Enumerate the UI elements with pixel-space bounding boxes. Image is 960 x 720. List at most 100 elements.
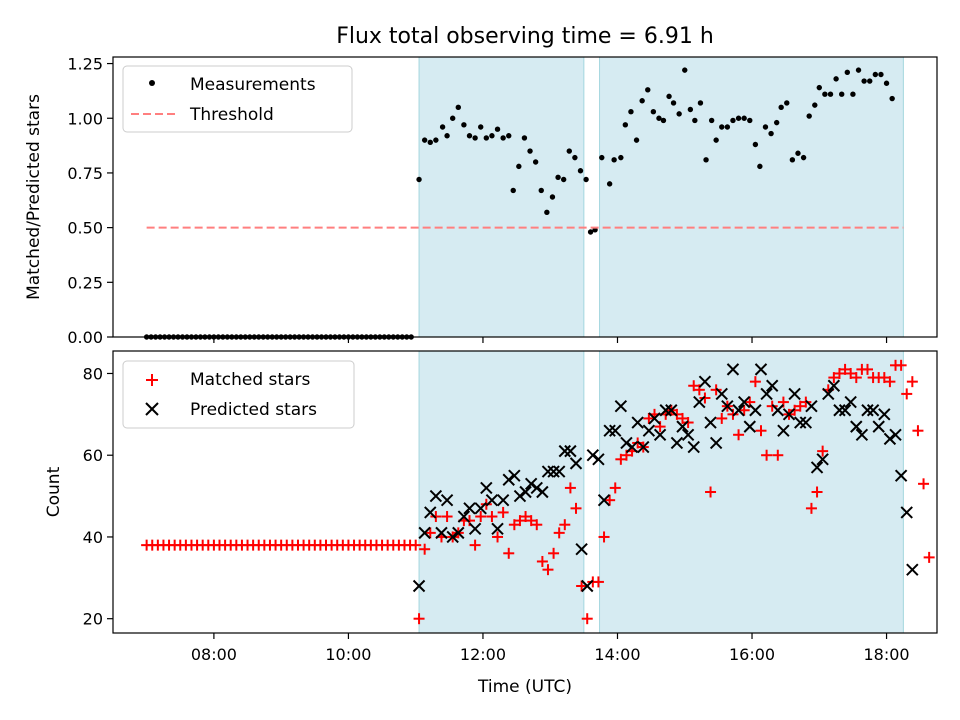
top-y-tick-label: 0.25	[67, 273, 103, 292]
chart-title: Flux total observing time = 6.91 h	[336, 24, 714, 49]
predicted-stars-point	[878, 408, 891, 421]
measurements-point	[719, 124, 725, 130]
predicted-stars-point	[900, 506, 913, 519]
predicted-stars-point	[637, 440, 650, 454]
matched-stars-point	[430, 511, 442, 523]
matched-stars-point	[598, 531, 610, 543]
measurements-point	[839, 91, 845, 97]
predicted-stars-point	[519, 485, 532, 499]
predicted-stars-point	[883, 432, 897, 446]
measurements-point	[461, 122, 467, 128]
measurements-point	[466, 133, 473, 139]
predicted-stars-point	[665, 404, 678, 417]
predicted-stars-point	[536, 485, 549, 499]
matched-stars-point	[525, 515, 537, 527]
predicted-stars-point	[513, 489, 527, 503]
measurements-point	[872, 71, 879, 78]
predicted-stars-point	[614, 399, 628, 413]
top-shaded-regions	[418, 57, 904, 337]
measurements-point	[692, 117, 698, 124]
predicted-stars-point	[457, 510, 471, 523]
measurements-point	[713, 137, 719, 143]
measurements-point	[708, 117, 715, 124]
measurements-point	[666, 93, 672, 100]
measurements-point	[889, 95, 895, 102]
measurements-point	[730, 117, 736, 124]
measurements-point	[645, 87, 651, 93]
x-axis-label: Time (UTC)	[477, 677, 572, 697]
predicted-stars-point	[754, 363, 768, 376]
measurements-point	[735, 115, 742, 121]
matched-stars-point	[531, 519, 543, 531]
matched-stars-point	[839, 363, 851, 375]
measurements-point	[527, 148, 533, 154]
measurements-point	[724, 124, 731, 130]
bottom-y-tick-label: 40	[83, 528, 103, 547]
measurements-point	[784, 100, 790, 106]
predicted-stars-point	[609, 424, 622, 437]
measurements-point	[532, 159, 539, 165]
bottom-axes: 08:00 10:00 12:00 14:00 16:00 18:00 20 40 60 80	[83, 364, 910, 664]
measurements-point	[822, 91, 828, 97]
measurements-point	[433, 137, 439, 143]
matched-stars-point	[615, 453, 627, 465]
matched-stars-point	[817, 445, 829, 457]
predicted-stars-point	[749, 404, 762, 417]
measurements-point	[500, 135, 506, 141]
matched-stars-point	[845, 367, 857, 379]
predicted-stars-point	[659, 404, 672, 417]
matched-stars-point	[789, 404, 801, 416]
predicted-stars-point	[765, 379, 779, 392]
bottom-y-tick-label: 60	[83, 446, 103, 465]
predicted-stars-point	[631, 416, 644, 429]
predicted-stars-point	[782, 408, 796, 421]
predicted-stars-point	[592, 453, 605, 466]
matched-stars-point	[912, 425, 924, 437]
legend-predicted-marker	[145, 402, 159, 416]
matched-stars-point	[536, 555, 548, 567]
measurements-point	[449, 115, 456, 121]
measurements-point	[538, 187, 544, 194]
predicted-stars-point	[648, 412, 661, 425]
matched-stars-point	[503, 547, 515, 559]
matched-stars-point	[508, 519, 520, 531]
x-tick-label: 16:00	[729, 645, 775, 664]
predicted-stars-point	[676, 420, 689, 433]
matched-stars-point	[419, 543, 431, 555]
predicted-stars-point	[894, 469, 908, 482]
predicted-stars-point	[569, 457, 583, 470]
measurements-point	[639, 98, 645, 104]
measurements-point	[795, 150, 801, 156]
predicted-stars-point	[866, 404, 880, 417]
predicted-stars-point	[597, 493, 611, 507]
predicted-stars-point	[855, 428, 869, 441]
matched-stars-point	[878, 372, 890, 384]
matched-stars-point	[705, 486, 717, 498]
bottom-plot-area	[141, 359, 935, 625]
predicted-stars-point	[625, 440, 639, 454]
predicted-stars-point	[732, 404, 745, 417]
measurements-point	[587, 229, 594, 235]
matched-stars-point	[833, 367, 845, 379]
predicted-stars-point	[889, 428, 902, 441]
predicted-stars-point	[581, 579, 594, 593]
matched-stars-point	[413, 613, 425, 625]
measurements-point	[628, 108, 634, 115]
matched-stars-point	[755, 425, 767, 437]
x-tick-label: 08:00	[191, 645, 237, 664]
measurements-point	[676, 111, 682, 117]
matched-stars-point	[918, 478, 930, 490]
predicted-stars-point	[850, 420, 863, 433]
predicted-stars-point	[816, 453, 829, 466]
top-y-tick-label: 1.00	[67, 109, 103, 128]
matched-stars-point	[570, 502, 582, 514]
predicted-stars-point	[558, 444, 572, 458]
top-y-tick-label: 0.75	[67, 164, 103, 183]
matched-stars-point	[906, 376, 918, 388]
predicted-stars-point	[833, 404, 846, 417]
matched-stars-point	[699, 392, 711, 404]
measurements-point	[806, 113, 812, 119]
measurements-point	[439, 124, 446, 130]
matched-stars-point	[738, 404, 750, 416]
predicted-stars-point	[810, 461, 824, 474]
